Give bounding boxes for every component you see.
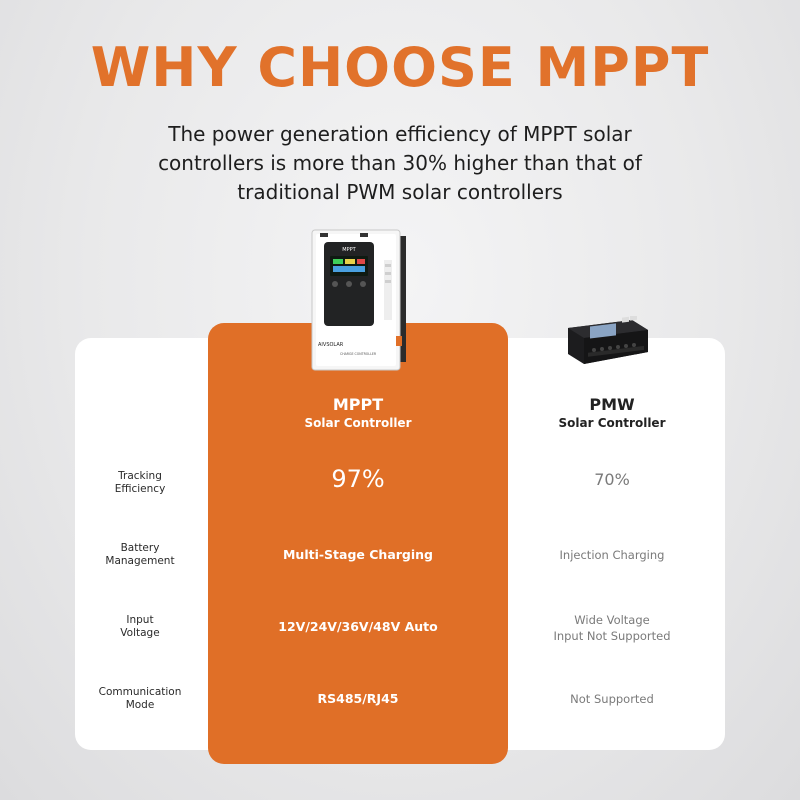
mppt-column-subtitle: Solar Controller [304,416,412,430]
row-label-input-voltage: Input Voltage [80,614,200,640]
mppt-highlight-card [208,323,508,764]
mppt-device-brand: AIVSOLAR [318,342,344,348]
row-label-battery-management: Battery Management [80,542,200,568]
row-label-line: Efficiency [114,483,166,495]
pwm-input-voltage-value: Wide Voltage Input Not Supported [512,612,712,644]
pwm-value-line: Wide Voltage [574,613,650,627]
row-label-line: Voltage [120,627,160,639]
mppt-tracking-efficiency-value: 97% [331,465,385,493]
mppt-battery-management-value: Multi-Stage Charging [282,547,433,562]
pwm-column-name: PMW [589,395,635,414]
mppt-column-name: MPPT [332,395,384,414]
pwm-column-subtitle: Solar Controller [558,416,666,430]
mppt-input-voltage-value: 12V/24V/36V/48V Auto [278,619,438,634]
mppt-communication-mode-value: RS485/RJ45 [317,691,399,706]
pwm-controller-image [568,316,648,364]
row-label-line: Battery [120,542,160,554]
pwm-battery-management-value: Injection Charging [559,548,665,562]
mppt-device-model: CHARGE CONTROLLER [340,352,377,356]
pwm-communication-mode-value: Not Supported [570,692,654,706]
mppt-column-header: MPPT Solar Controller [208,395,508,430]
page-subtitle: The power generation efficiency of MPPT … [158,122,642,204]
pwm-tracking-efficiency-value: 70% [594,470,630,489]
row-label-line: Tracking [118,470,162,482]
page-title: WHY CHOOSE MPPT [90,36,710,99]
svg-text:MPPT: MPPT [342,247,356,253]
mppt-controller-image: MPPT AIVSOLAR CHARGE CONTROLLER [311,229,406,371]
row-label-line: Communication [98,686,182,698]
pwm-value-line: Input Not Supported [553,629,671,643]
row-label-tracking-efficiency: Tracking Efficiency [80,470,200,496]
pwm-column-header: PMW Solar Controller [512,395,712,430]
row-label-line: Mode [125,699,155,711]
row-label-line: Management [105,555,175,567]
row-label-communication-mode: Communication Mode [80,686,200,712]
row-label-line: Input [126,614,154,626]
